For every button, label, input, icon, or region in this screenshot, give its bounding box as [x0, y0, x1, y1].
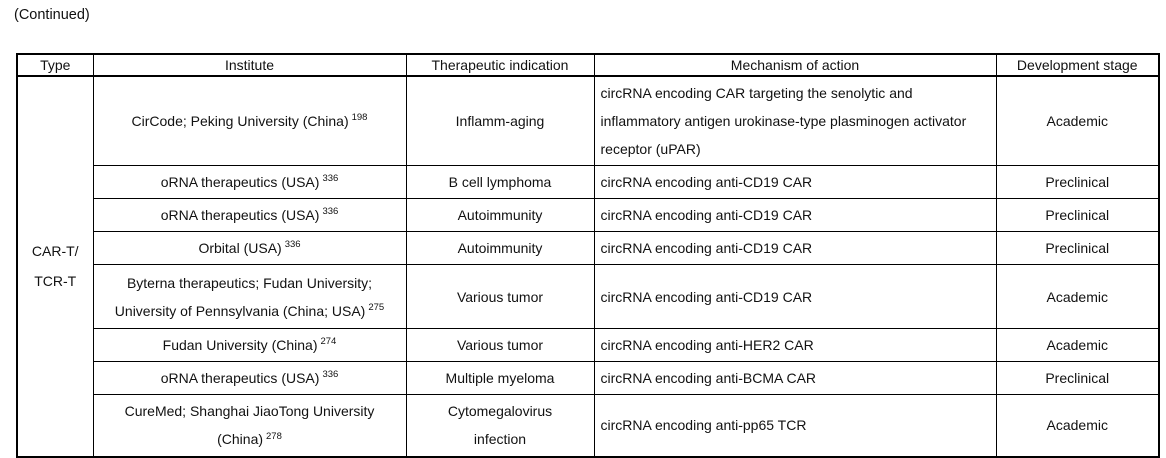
table-row: oRNA therapeutics (USA) 336 Autoimmunity … [17, 198, 1160, 232]
mechanism-cell: circRNA encoding anti-CD19 CAR [593, 264, 997, 329]
column-header-institute: Institute [92, 53, 407, 77]
mechanism-cell: circRNA encoding anti-HER2 CAR [593, 328, 997, 362]
mechanism-cell: circRNA encoding anti-CD19 CAR [593, 231, 997, 265]
mechanism-cell: circRNA encoding CAR targeting the senol… [593, 75, 997, 166]
institute-text: oRNA therapeutics (USA) [160, 207, 320, 223]
type-label-line2: TCR-T [34, 273, 77, 290]
table-row: CureMed; Shanghai JiaoTong University (C… [17, 394, 1160, 457]
type-group-cell: CAR-T/ TCR-T [16, 75, 94, 457]
table-row: Fudan University (China) 274 Various tumo… [17, 328, 1160, 362]
indication-cell: Inflamm-aging [405, 75, 595, 166]
institute-cell: CirCode; Peking University (China) 198 [92, 75, 407, 166]
institute-text: CirCode; Peking University (China) [131, 113, 349, 129]
reference-superscript: 336 [322, 206, 339, 218]
institute-text: Byterna therapeutics; Fudan University; … [114, 274, 373, 319]
reference-superscript: 198 [351, 112, 368, 124]
mechanism-cell: circRNA encoding anti-pp65 TCR [593, 394, 997, 457]
table-row: oRNA therapeutics (USA) 336 B cell lympho… [17, 165, 1160, 199]
institute-cell: Byterna therapeutics; Fudan University; … [92, 264, 407, 329]
column-header-mechanism: Mechanism of action [593, 53, 997, 77]
table-row: CAR-T/ TCR-T CirCode; Peking University … [16, 75, 1160, 457]
institute-cell: oRNA therapeutics (USA) 336 [92, 165, 407, 199]
institute-text: Orbital (USA) [198, 240, 282, 256]
stage-cell: Academic [995, 394, 1160, 457]
institute-text: oRNA therapeutics (USA) [160, 174, 320, 190]
indication-cell: Multiple myeloma [405, 361, 595, 395]
mechanism-cell: circRNA encoding anti-CD19 CAR [593, 165, 997, 199]
indication-cell: Various tumor [405, 264, 595, 329]
institute-text: Fudan University (China) [162, 337, 318, 353]
therapeutics-table: Type Institute Therapeutic indication Me… [16, 53, 1160, 458]
reference-superscript: 336 [322, 173, 339, 185]
reference-superscript: 275 [368, 301, 385, 313]
column-header-type: Type [16, 53, 94, 77]
column-header-stage: Development stage [995, 53, 1160, 77]
table-header-row: Type Institute Therapeutic indication Me… [16, 53, 1160, 77]
indication-cell: Autoimmunity [405, 198, 595, 232]
reference-superscript: 278 [266, 430, 282, 442]
reference-superscript: 274 [320, 336, 337, 348]
institute-text: oRNA therapeutics (USA) [160, 370, 320, 386]
mechanism-cell: circRNA encoding anti-BCMA CAR [593, 361, 997, 395]
stage-cell: Preclinical [995, 361, 1160, 395]
institute-cell: Orbital (USA) 336 [92, 231, 407, 265]
institute-cell: oRNA therapeutics (USA) 336 [92, 361, 407, 395]
stage-cell: Academic [995, 264, 1160, 329]
stage-cell: Academic [995, 328, 1160, 362]
indication-cell: Autoimmunity [405, 231, 595, 265]
mechanism-cell: circRNA encoding anti-CD19 CAR [593, 198, 997, 232]
institute-cell: oRNA therapeutics (USA) 336 [92, 198, 407, 232]
stage-cell: Preclinical [995, 198, 1160, 232]
institute-cell: Fudan University (China) 274 [92, 328, 407, 362]
table-row: oRNA therapeutics (USA) 336 Multiple myel… [17, 361, 1160, 395]
column-header-indication: Therapeutic indication [405, 53, 595, 77]
institute-text: CureMed; Shanghai JiaoTong University (C… [124, 403, 375, 448]
stage-cell: Preclinical [995, 165, 1160, 199]
indication-cell: Cytomegalovirus infection [405, 394, 595, 457]
continued-label: (Continued) [14, 7, 90, 23]
indication-cell: B cell lymphoma [405, 165, 595, 199]
table-row: Byterna therapeutics; Fudan University; … [17, 264, 1160, 329]
reference-superscript: 336 [322, 369, 339, 381]
stage-cell: Academic [995, 75, 1160, 166]
indication-cell: Various tumor [405, 328, 595, 362]
institute-cell: CureMed; Shanghai JiaoTong University (C… [92, 394, 407, 457]
table-row: Orbital (USA) 336 Autoimmunity circRNA en… [17, 231, 1160, 265]
type-label-line1: CAR-T/ [31, 243, 79, 260]
stage-cell: Preclinical [995, 231, 1160, 265]
reference-superscript: 336 [284, 239, 301, 251]
